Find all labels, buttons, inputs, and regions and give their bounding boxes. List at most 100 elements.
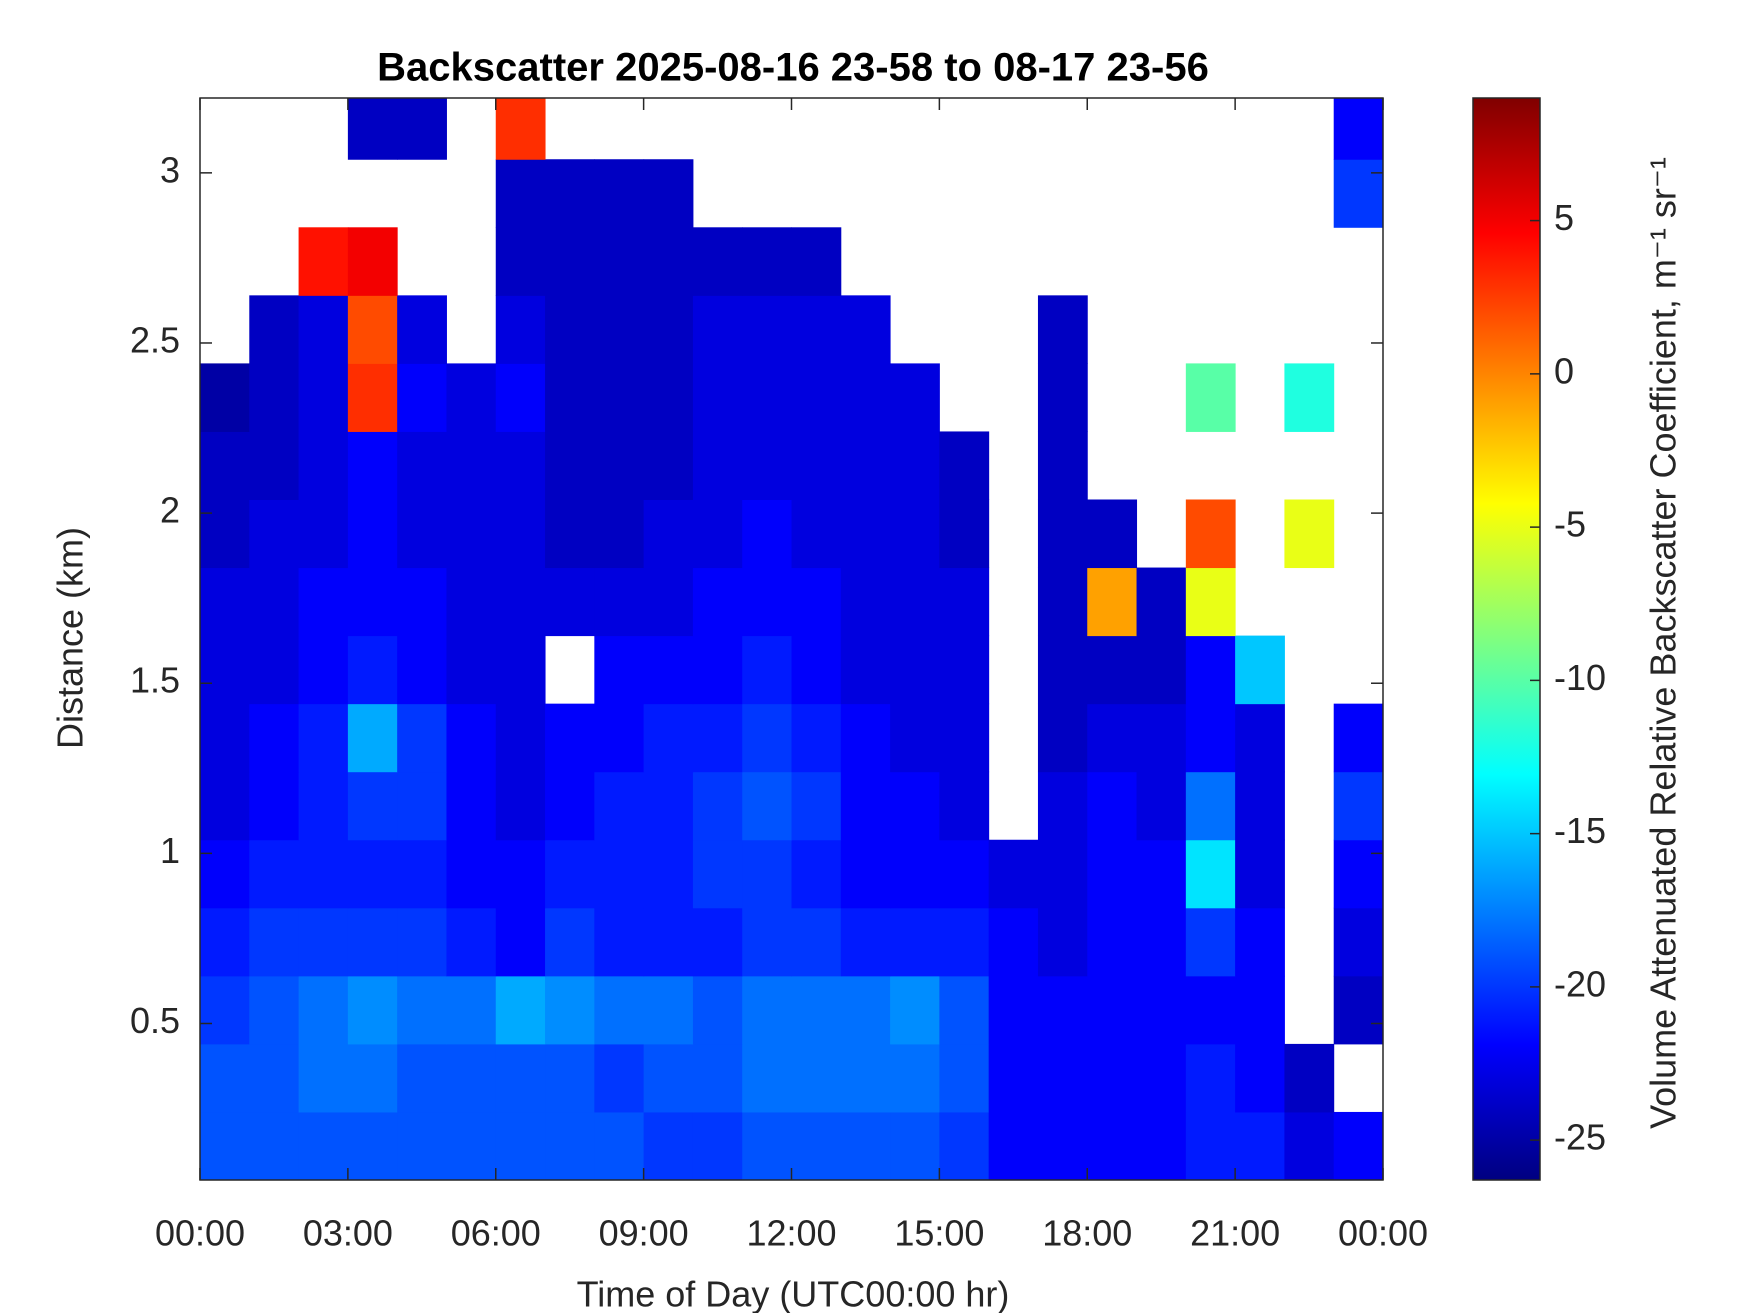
heatmap-cell bbox=[742, 227, 792, 296]
heatmap-cell bbox=[1333, 1111, 1383, 1180]
heatmap-cell bbox=[545, 363, 595, 432]
heatmap-cell bbox=[347, 431, 398, 500]
heatmap-cell bbox=[890, 839, 940, 909]
heatmap-cell bbox=[742, 499, 792, 569]
heatmap-cell bbox=[545, 703, 595, 773]
heatmap-cell bbox=[643, 703, 694, 773]
heatmap-cell bbox=[840, 635, 891, 705]
heatmap-cell bbox=[1235, 703, 1285, 773]
heatmap-cell bbox=[545, 499, 595, 569]
heatmap-cell bbox=[446, 499, 497, 569]
heatmap-cell bbox=[791, 703, 842, 773]
heatmap-cell bbox=[1087, 839, 1138, 909]
heatmap-cell bbox=[200, 431, 250, 500]
heatmap-cell bbox=[495, 98, 546, 160]
heatmap-cell bbox=[249, 703, 300, 773]
heatmap-cell bbox=[742, 975, 792, 1045]
heatmap-cell bbox=[495, 703, 546, 773]
x-tick-label: 00:00 bbox=[155, 1213, 245, 1254]
heatmap-cell bbox=[495, 295, 546, 364]
heatmap-cell bbox=[495, 1111, 546, 1180]
heatmap-cell bbox=[446, 1043, 497, 1113]
heatmap-cell bbox=[298, 499, 349, 569]
heatmap-cell bbox=[742, 295, 792, 364]
heatmap-cell bbox=[347, 839, 398, 909]
heatmap-cell bbox=[495, 363, 546, 432]
heatmap-cell bbox=[1333, 703, 1383, 773]
heatmap-cell bbox=[1333, 975, 1383, 1045]
heatmap-cell bbox=[495, 567, 546, 637]
heatmap-cell bbox=[890, 975, 940, 1045]
heatmap-cell bbox=[594, 159, 645, 228]
heatmap-cell bbox=[1037, 771, 1088, 841]
heatmap-cell bbox=[347, 363, 398, 432]
heatmap-cell bbox=[791, 907, 842, 977]
heatmap-cell bbox=[1037, 363, 1088, 432]
colorbar-tick-label: -25 bbox=[1554, 1117, 1606, 1158]
heatmap-cell bbox=[890, 567, 940, 637]
heatmap-cell bbox=[298, 1111, 349, 1180]
heatmap-cell bbox=[446, 975, 497, 1045]
heatmap-cell bbox=[446, 1111, 497, 1180]
heatmap-cell bbox=[939, 1043, 990, 1113]
colorbar-tick-label: -20 bbox=[1554, 963, 1606, 1004]
heatmap-cell bbox=[397, 703, 447, 773]
heatmap-cell bbox=[1037, 703, 1088, 773]
heatmap-cell bbox=[1087, 499, 1138, 569]
heatmap-cell bbox=[545, 1043, 595, 1113]
heatmap-cell bbox=[545, 227, 595, 296]
heatmap-cell bbox=[347, 499, 398, 569]
heatmap-cell bbox=[298, 295, 349, 364]
heatmap-cell bbox=[495, 771, 546, 841]
x-tick-label: 06:00 bbox=[451, 1213, 541, 1254]
heatmap-cell bbox=[742, 771, 792, 841]
y-axis-label: Distance (km) bbox=[50, 527, 91, 749]
heatmap-cell bbox=[200, 499, 250, 569]
heatmap-cell bbox=[1087, 1111, 1138, 1180]
heatmap-cell bbox=[1136, 771, 1187, 841]
heatmap-cell bbox=[298, 635, 349, 705]
colorbar-tick-label: 0 bbox=[1554, 350, 1574, 391]
heatmap-cell bbox=[692, 703, 743, 773]
heatmap-cell bbox=[347, 907, 398, 977]
x-tick-label: 09:00 bbox=[599, 1213, 689, 1254]
heatmap-cell bbox=[643, 975, 694, 1045]
heatmap-cell bbox=[594, 635, 645, 705]
heatmap-cell bbox=[298, 567, 349, 637]
heatmap-cell bbox=[742, 839, 792, 909]
heatmap-cell bbox=[840, 771, 891, 841]
heatmap-cell bbox=[249, 1111, 300, 1180]
heatmap-cell bbox=[298, 363, 349, 432]
x-tick-label: 00:00 bbox=[1338, 1213, 1428, 1254]
heatmap-cell bbox=[1087, 567, 1138, 637]
heatmap-cell bbox=[545, 975, 595, 1045]
heatmap-cell bbox=[397, 1043, 447, 1113]
heatmap-cell bbox=[1284, 499, 1335, 569]
heatmap-cell bbox=[742, 567, 792, 637]
heatmap-cell bbox=[397, 839, 447, 909]
heatmap-cell bbox=[1087, 975, 1138, 1045]
heatmap-cell bbox=[347, 635, 398, 705]
heatmap-cell bbox=[347, 1043, 398, 1113]
heatmap-cell bbox=[1333, 771, 1383, 841]
heatmap-cell bbox=[397, 499, 447, 569]
heatmap-cell bbox=[1136, 1043, 1187, 1113]
heatmap-cell bbox=[791, 499, 842, 569]
heatmap-cell bbox=[1185, 907, 1236, 977]
heatmap-cell bbox=[1136, 1111, 1187, 1180]
heatmap-cell bbox=[890, 635, 940, 705]
colorbar-tick-label: -15 bbox=[1554, 810, 1606, 851]
heatmap-cell bbox=[742, 907, 792, 977]
heatmap-cell bbox=[890, 907, 940, 977]
heatmap-cell bbox=[249, 975, 300, 1045]
heatmap-cell bbox=[791, 295, 842, 364]
heatmap-cell bbox=[200, 839, 250, 909]
heatmap-cell bbox=[1185, 567, 1236, 637]
heatmap-cell bbox=[545, 907, 595, 977]
heatmap-cell bbox=[1136, 907, 1187, 977]
heatmap-cell bbox=[692, 839, 743, 909]
heatmap-cell bbox=[347, 567, 398, 637]
heatmap-cell bbox=[1037, 635, 1088, 705]
heatmap-cell bbox=[1235, 635, 1285, 705]
heatmap-cell bbox=[249, 907, 300, 977]
